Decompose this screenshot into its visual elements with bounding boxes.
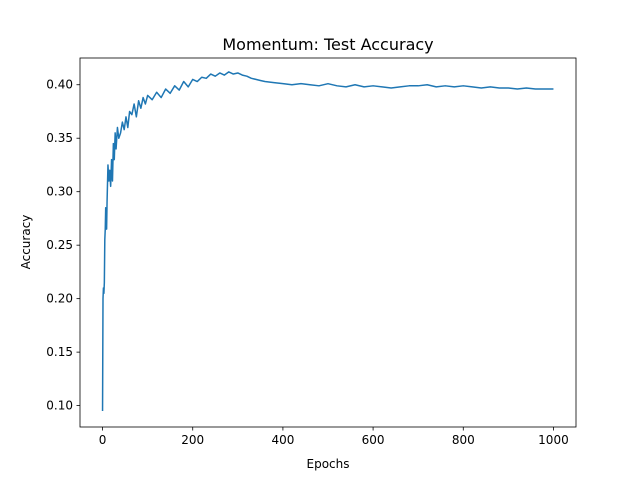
plot-frame xyxy=(79,57,577,428)
x-tick-label: 1000 xyxy=(538,433,569,447)
x-tick-label: 800 xyxy=(452,433,475,447)
x-axis-label: Epochs xyxy=(307,457,350,471)
accuracy-line xyxy=(101,71,554,411)
chart-title: Momentum: Test Accuracy xyxy=(222,35,433,54)
y-tick-label: 0.20 xyxy=(46,292,73,306)
plot-area xyxy=(79,57,577,428)
y-axis: 0.10 0.15 0.20 0.25 0.30 0.35 0.40 xyxy=(46,78,80,413)
y-tick-label: 0.35 xyxy=(46,131,73,145)
x-tick-label: 0 xyxy=(99,433,107,447)
x-tick-label: 400 xyxy=(271,433,294,447)
y-tick-label: 0.15 xyxy=(46,345,73,359)
y-tick-label: 0.10 xyxy=(46,399,73,413)
y-tick-label: 0.40 xyxy=(46,78,73,92)
x-tick-label: 600 xyxy=(362,433,385,447)
y-tick-label: 0.30 xyxy=(46,185,73,199)
y-tick-label: 0.25 xyxy=(46,238,73,252)
x-axis: 0 200 400 600 800 1000 xyxy=(99,427,569,447)
x-tick-label: 200 xyxy=(181,433,204,447)
y-axis-label: Accuracy xyxy=(19,215,33,270)
